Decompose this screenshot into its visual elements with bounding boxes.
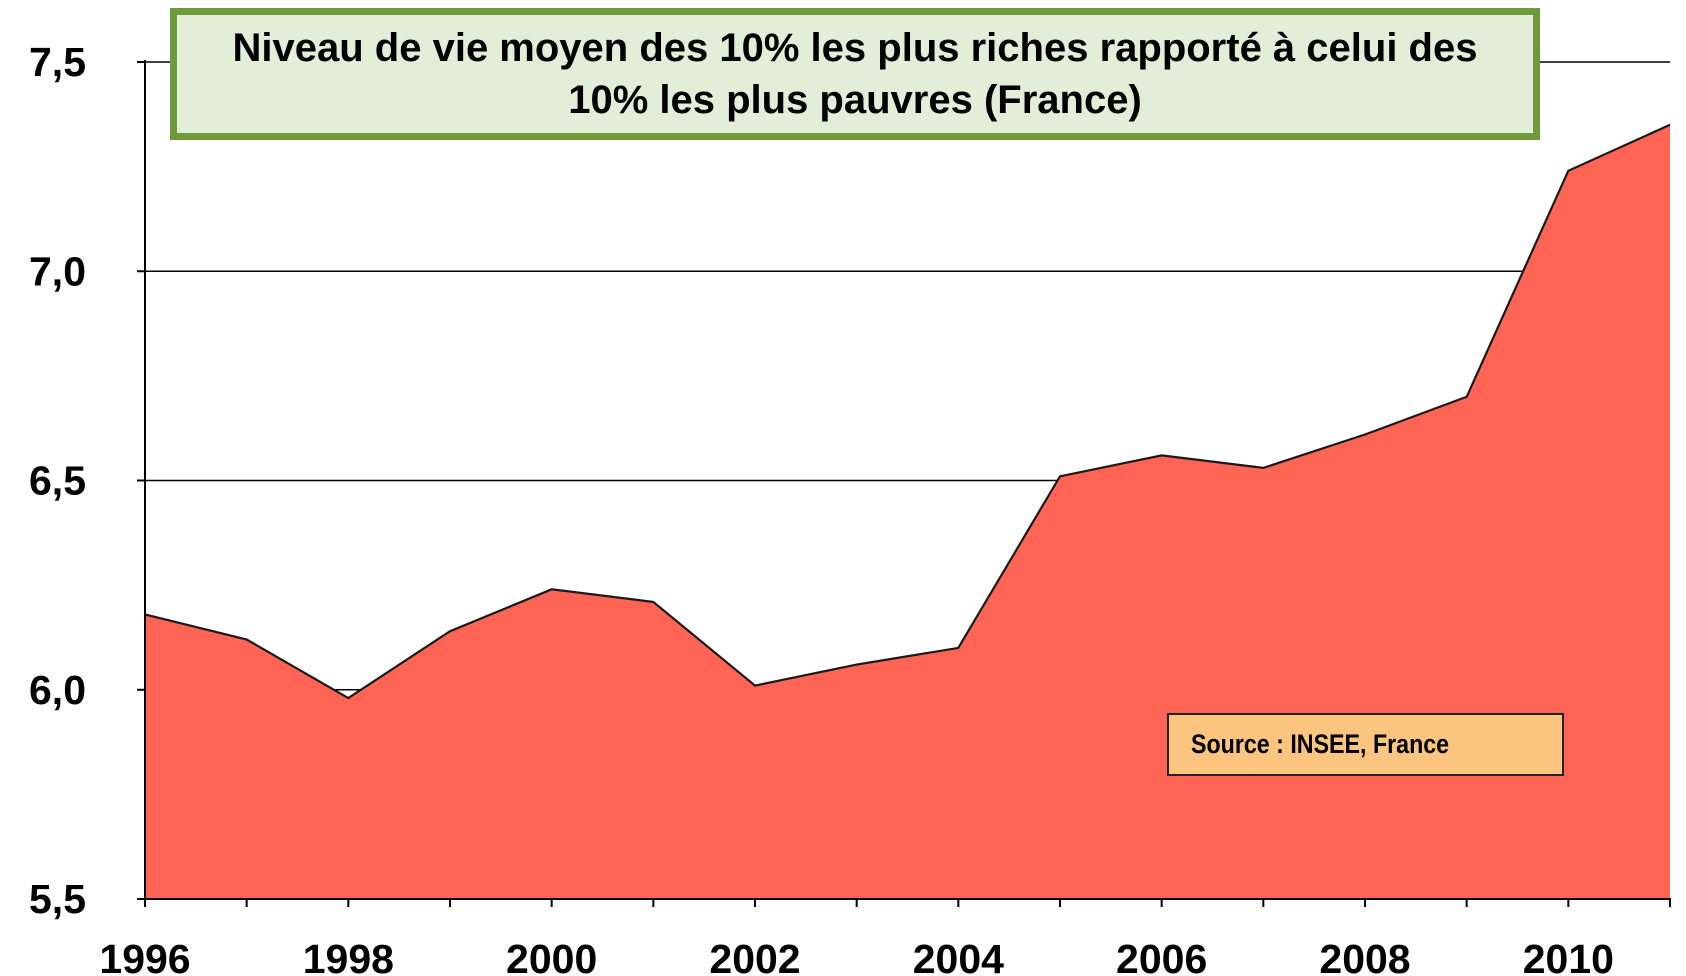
source-box: Source : INSEE, France [1167, 713, 1564, 776]
area-outline [144, 123, 1671, 700]
source-label: Source : INSEE, France [1191, 729, 1450, 759]
y-tick-labels: 5,5 6,0 6,5 7,0 7,5 [29, 39, 86, 922]
axes [137, 60, 1671, 907]
x-tick-label: 1998 [303, 936, 394, 976]
x-tick-label: 2010 [1523, 936, 1614, 976]
x-tick-label: 2004 [913, 936, 1004, 976]
area-fill [145, 124, 1670, 900]
x-tick-labels: 1996 1998 2000 2002 2004 2006 2008 2010 [99, 936, 1614, 976]
x-tick-label: 2002 [709, 936, 800, 976]
y-tick-label: 5,5 [29, 876, 86, 922]
x-tick-label: 2006 [1116, 936, 1207, 976]
chart-title: Niveau de vie moyen des 10% les plus ric… [232, 26, 1478, 122]
x-tick-label: 2008 [1319, 936, 1410, 976]
x-tick-label: 1996 [99, 936, 190, 976]
chart-title-box: Niveau de vie moyen des 10% les plus ric… [170, 8, 1540, 140]
y-tick-label: 7,5 [29, 39, 86, 85]
y-tick-label: 6,0 [29, 667, 86, 713]
y-tick-label: 6,5 [29, 458, 86, 504]
y-tick-label: 7,0 [29, 248, 86, 294]
area-series [144, 123, 1671, 900]
x-tick-label: 2000 [506, 936, 597, 976]
